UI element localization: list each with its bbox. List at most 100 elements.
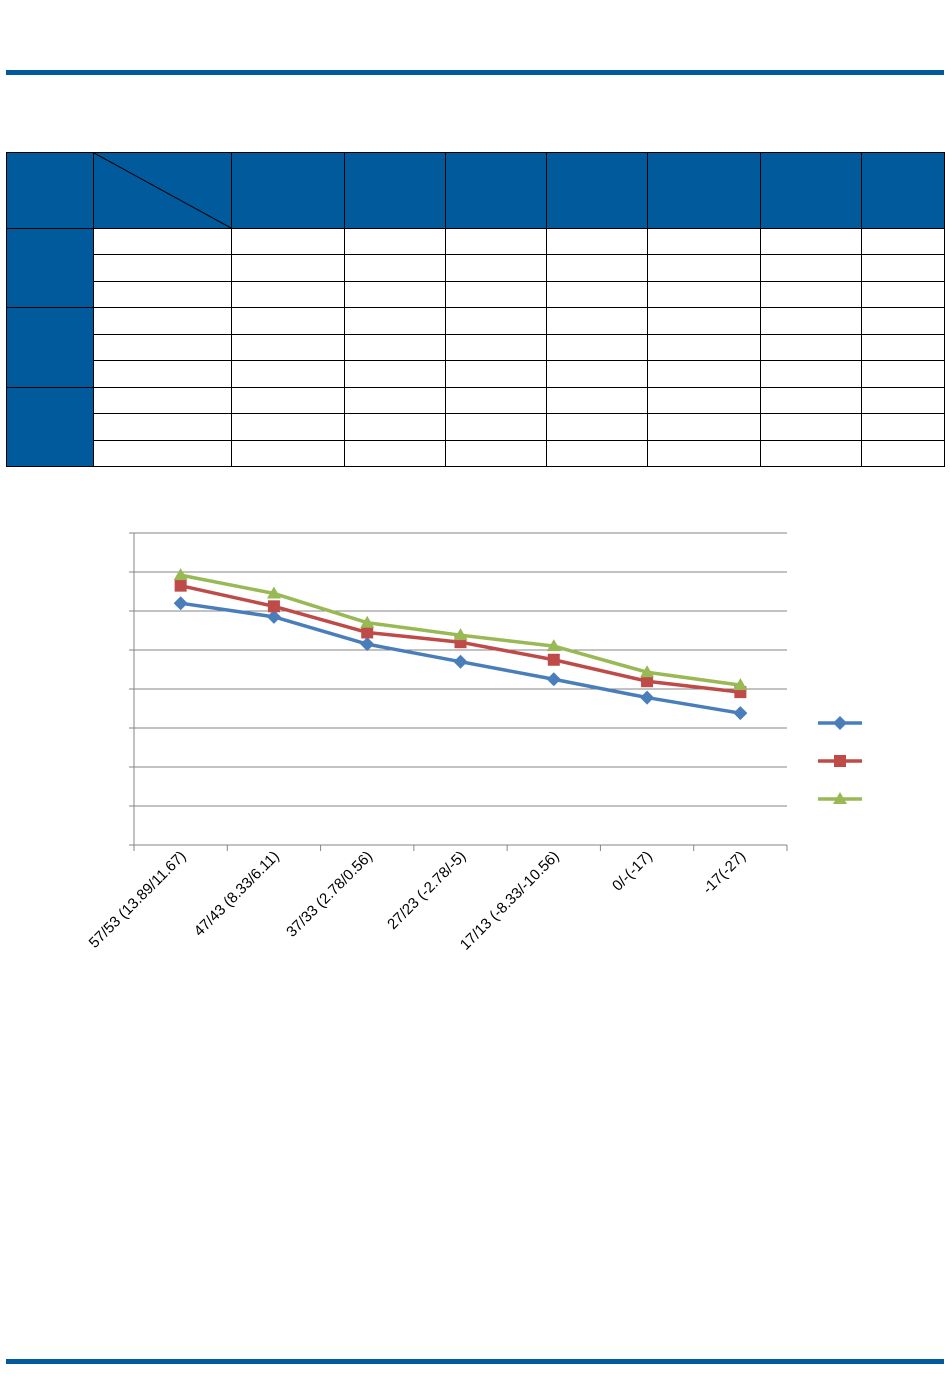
table-cell	[231, 254, 345, 282]
table-header-row	[6, 152, 945, 229]
table-header-cell	[6, 152, 94, 229]
table-cell	[760, 333, 862, 362]
table-cell	[344, 439, 446, 467]
series-3-point	[733, 678, 748, 691]
table-cell	[861, 360, 945, 388]
table-cell	[647, 333, 761, 362]
table-cell	[93, 333, 232, 362]
series-2-point	[547, 653, 560, 666]
x-tick-label: 0/-(-17)	[609, 848, 656, 895]
legend-marker-3	[833, 792, 847, 804]
table-cell	[344, 333, 446, 362]
table-cell	[93, 360, 232, 388]
table-cell	[546, 254, 648, 282]
table-cell	[445, 386, 547, 415]
table-row	[6, 386, 945, 468]
table-cell	[760, 360, 862, 388]
table-header-cell	[760, 152, 862, 229]
table-cell	[231, 386, 345, 415]
table-cell	[647, 360, 761, 388]
top-rule	[6, 70, 944, 75]
table-cell	[231, 413, 345, 441]
series-3-point	[453, 628, 468, 641]
table-cell	[861, 333, 945, 362]
table-cell	[647, 307, 761, 335]
table-cell	[93, 386, 232, 415]
table-cell	[93, 439, 232, 467]
table-cell	[231, 360, 345, 388]
series-3-point	[546, 639, 561, 652]
series-3-point	[266, 586, 281, 599]
table-cell	[760, 254, 862, 282]
table-cell	[93, 307, 232, 335]
table-cell	[546, 307, 648, 335]
table-cell	[445, 439, 547, 467]
table-cell	[861, 254, 945, 282]
table-cell	[231, 439, 345, 467]
table-cell	[231, 227, 345, 256]
x-tick-label: 37/33 (2.78/0.56)	[283, 848, 376, 941]
table-cell	[760, 413, 862, 441]
table-row	[6, 227, 945, 309]
data-table	[6, 152, 945, 468]
table-group-cell	[6, 227, 94, 309]
table-row	[7, 413, 945, 441]
series-1-point	[360, 637, 375, 652]
series-2-point	[361, 626, 374, 639]
table-cell	[760, 227, 862, 256]
table-row	[7, 360, 945, 388]
table-cell	[546, 360, 648, 388]
series-1-point	[266, 609, 281, 624]
table-cell	[647, 254, 761, 282]
table-cell	[760, 280, 862, 309]
table-cell	[546, 280, 648, 309]
table-cell	[760, 307, 862, 335]
table-header-cell	[231, 152, 345, 229]
table-row	[6, 307, 945, 388]
line-chart: 57/53 (13.89/11.67) 47/43 (8.33/6.11) 37/3…	[86, 532, 862, 954]
series-1-point	[546, 672, 561, 687]
series-2-point	[267, 600, 280, 613]
table-cell	[861, 307, 945, 335]
table-header-cell	[546, 152, 648, 229]
table-cell	[231, 280, 345, 309]
table-cell	[760, 439, 862, 467]
table-cell	[93, 254, 232, 282]
series-2-point	[174, 579, 187, 592]
series-1-point	[640, 690, 655, 705]
table-cell	[647, 280, 761, 309]
x-tick-label: 27/23 (-2.78/-5)	[384, 848, 469, 933]
series-1-point	[173, 596, 188, 611]
table-row	[7, 333, 945, 362]
table-cell	[647, 413, 761, 441]
table-header-cell	[445, 152, 547, 229]
legend-marker-1	[833, 716, 847, 730]
table-group-cell	[6, 386, 94, 468]
table-header-cell	[861, 152, 945, 229]
table-cell	[861, 280, 945, 309]
table-cell	[93, 227, 232, 256]
series-3-point	[640, 665, 655, 678]
x-tick-label: 57/53 (13.89/11.67)	[86, 848, 190, 952]
table-cell	[93, 280, 232, 309]
table-cell	[445, 333, 547, 362]
table-cell	[861, 227, 945, 256]
table-cell	[344, 254, 446, 282]
table-row	[7, 280, 945, 309]
table-cell	[93, 413, 232, 441]
series-1-point	[733, 706, 748, 721]
table-header-cell	[344, 152, 446, 229]
table-cell	[546, 413, 648, 441]
table-cell	[546, 439, 648, 467]
table-cell	[647, 386, 761, 415]
table-cell	[445, 254, 547, 282]
table-group-cell	[6, 307, 94, 388]
table-cell	[231, 333, 345, 362]
x-tick-label: -17(-27)	[699, 848, 749, 898]
table-cell	[344, 280, 446, 309]
table-cell	[861, 439, 945, 467]
table-cell	[546, 386, 648, 415]
table-cell	[546, 227, 648, 256]
x-tick-label: 17/13 (-8.33/-10.56)	[457, 848, 563, 954]
table-cell	[760, 386, 862, 415]
